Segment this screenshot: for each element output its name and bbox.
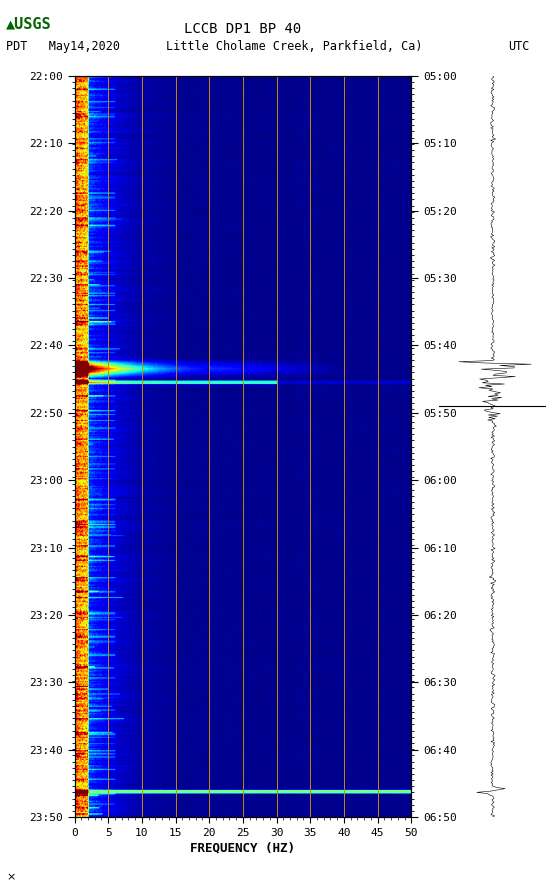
Text: ▲USGS: ▲USGS <box>6 16 51 31</box>
X-axis label: FREQUENCY (HZ): FREQUENCY (HZ) <box>190 842 295 855</box>
Text: LCCB DP1 BP 40: LCCB DP1 BP 40 <box>184 22 301 37</box>
Text: $\times$: $\times$ <box>6 872 15 882</box>
Text: Little Cholame Creek, Parkfield, Ca): Little Cholame Creek, Parkfield, Ca) <box>166 40 422 54</box>
Text: UTC: UTC <box>508 40 529 54</box>
Text: PDT   May14,2020: PDT May14,2020 <box>6 40 120 54</box>
